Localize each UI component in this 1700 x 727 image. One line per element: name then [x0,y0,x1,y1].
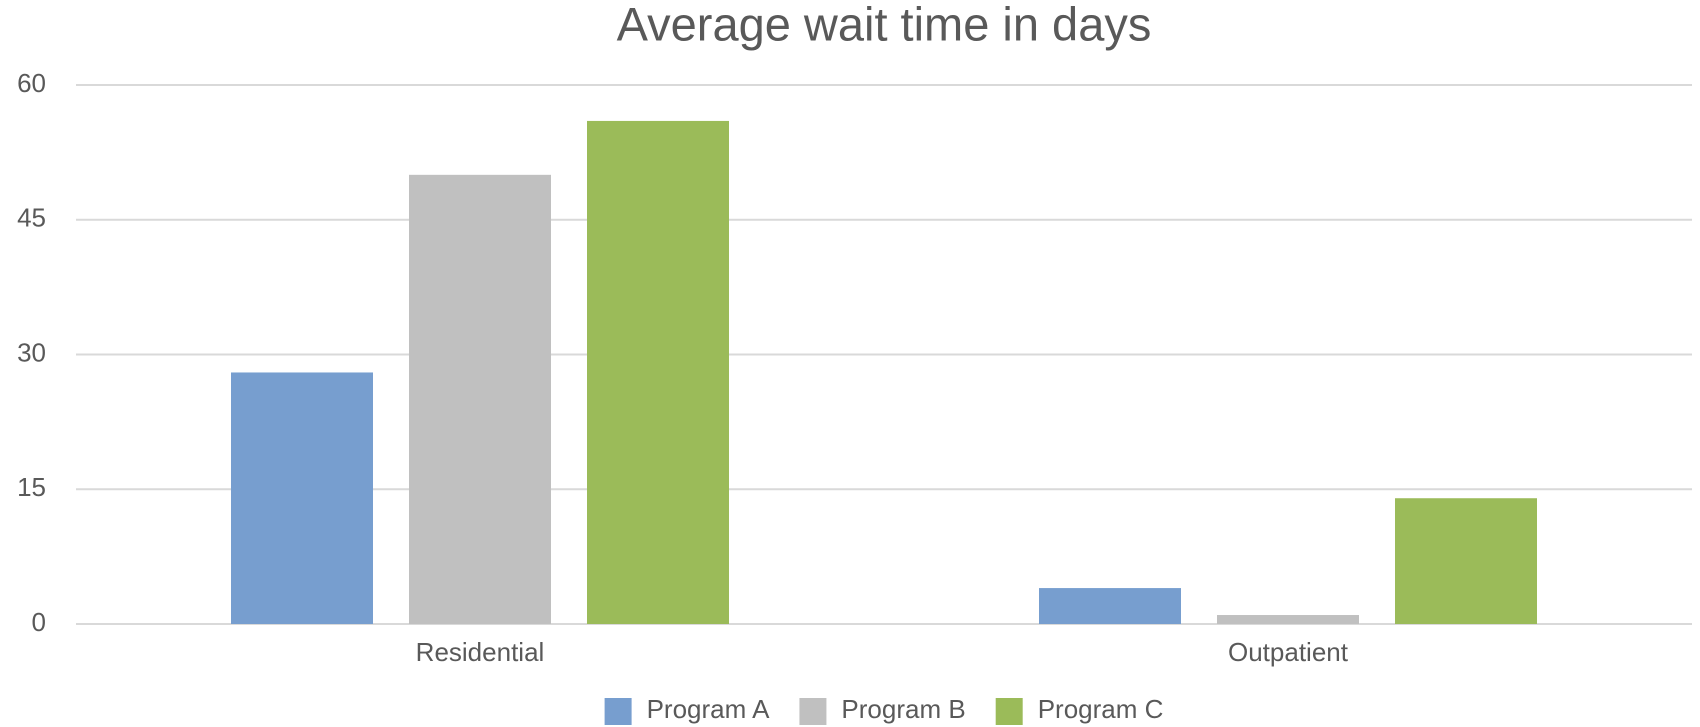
bar [1039,588,1181,624]
y-tick-label: 0 [32,607,46,637]
y-tick-label: 60 [17,68,46,98]
bar [1395,498,1537,624]
legend-swatch [799,698,827,725]
legend-swatch [995,698,1023,725]
bar [587,120,729,624]
legend-label: Program B [841,694,965,724]
bar [409,174,551,625]
legend-swatch [604,698,632,725]
bar [231,372,373,624]
legend-label: Program C [1038,694,1164,724]
y-tick-label: 30 [17,337,46,367]
x-tick-label: Outpatient [1228,637,1349,667]
x-tick-label: Residential [416,637,545,667]
y-tick-label: 15 [17,472,46,502]
y-tick-label: 45 [17,203,46,233]
bar [1217,615,1359,624]
legend-label: Program A [647,694,770,724]
chart-title: Average wait time in days [617,0,1152,50]
